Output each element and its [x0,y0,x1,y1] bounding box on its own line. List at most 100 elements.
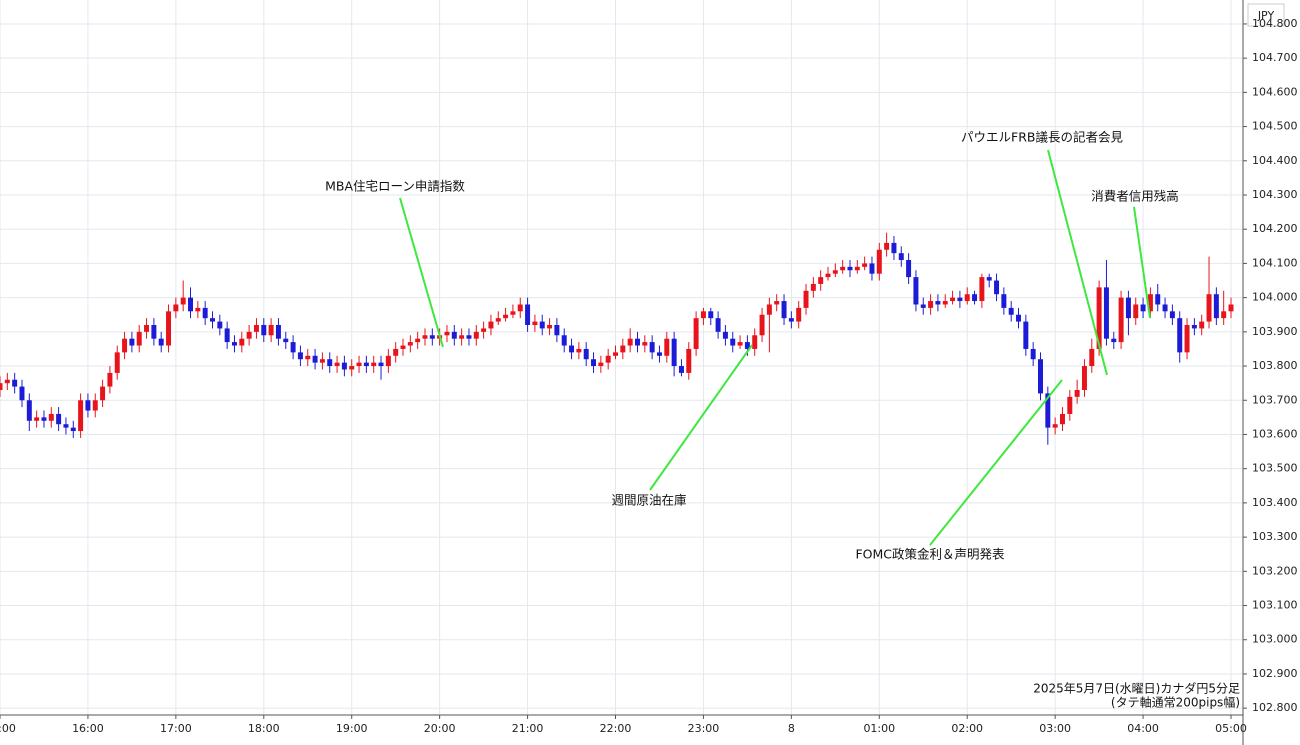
candle-body [525,304,531,325]
candle-body [319,359,325,363]
candle-body [752,335,758,349]
x-tick-label: 18:00 [248,722,280,735]
y-tick-label: 103.600 [1252,427,1298,440]
price-axis-panel [1243,0,1300,745]
y-tick-label: 103.300 [1252,530,1298,543]
x-tick-label: 17:00 [160,722,192,735]
y-axis-label: JPY [1257,9,1275,22]
candle-body [173,304,179,312]
candle-body [1103,287,1109,339]
candle-body [678,366,684,373]
candle-body [832,270,838,274]
candle-body [473,331,479,339]
candle-body [693,318,699,349]
candle-body [569,345,575,353]
candle-body [341,362,347,370]
x-tick-label: 04:00 [1127,722,1159,735]
candle-body [766,304,772,315]
candle-body [1089,348,1095,367]
candle-body [312,355,318,363]
candle-body [627,338,633,346]
candle-body [920,304,926,308]
candle-body [217,321,223,329]
candle-body [231,342,237,346]
caption: (タテ軸通常200pips幅) [1111,695,1240,710]
candle-body [297,352,303,360]
candle-body [818,277,824,284]
candle-body [1030,348,1036,360]
y-tick-label: 104.100 [1252,256,1298,269]
candle-body [415,338,421,343]
candle-body [56,413,62,425]
candle-body [1155,294,1161,305]
candle-body [481,328,487,332]
candle-body [195,307,201,312]
candle-body [554,325,560,336]
annotation: 消費者信用残高 [1091,189,1179,204]
candle-body [1118,297,1124,343]
candle-body [41,417,47,421]
y-tick-label: 103.800 [1252,359,1298,372]
candle-body [407,342,413,346]
x-tick-label: 20:00 [424,722,456,735]
x-tick-label: 01:00 [863,722,895,735]
candle-body [26,400,32,421]
candle-body [1228,304,1234,312]
candle-body [708,311,714,319]
caption: 2025年5月7日(水曜日)カナダ円5分足 [1033,681,1240,696]
y-tick-label: 104.200 [1252,222,1298,235]
y-tick-label: 102.900 [1252,667,1298,680]
candle-body [591,359,597,367]
candle-body [810,283,816,291]
candle-body [656,352,662,356]
candle-body [730,338,736,346]
candle-body [158,338,164,346]
annotation-line [1133,206,1151,319]
candle-body [620,345,626,353]
candle-body [898,253,904,260]
candle-body [869,263,875,274]
candle-body [576,348,582,353]
candle-body [1067,396,1073,414]
candle-body [1140,304,1146,312]
candle-body [202,307,208,319]
candle-body [613,352,618,356]
candle-body [78,400,84,432]
candle-body [290,342,296,353]
candle-body [363,362,369,367]
y-tick-label: 104.300 [1252,188,1298,201]
y-tick-label: 104.800 [1252,17,1298,30]
candle-body [796,307,802,322]
annotation-line [1047,149,1108,376]
candle-body [1206,294,1212,322]
candle-body [422,335,428,339]
candle-body [114,352,120,373]
candle-body [825,273,831,278]
y-tick-label: 104.600 [1252,85,1298,98]
candle-body [1162,304,1168,312]
candle-body [1096,287,1102,349]
candle-body [1111,338,1117,343]
candle-body [429,335,435,339]
annotation: パウエルFRB議長の記者会見 [961,130,1123,145]
candle-body [935,301,941,305]
y-tick-label: 102.800 [1252,701,1298,714]
y-tick-label: 104.700 [1252,51,1298,64]
candle-body [686,348,692,373]
candle-body [942,301,948,305]
candle-body [356,362,362,367]
annotation-line [649,344,753,491]
candle-body [224,328,230,343]
candle-body [400,345,406,349]
candle-body [605,355,611,363]
candle-body [774,301,780,305]
candle-body [972,294,978,302]
candle-body [1169,311,1175,319]
annotation-line [399,197,444,348]
candle-body [0,383,3,390]
candle-body [151,325,157,339]
candle-body [48,413,54,421]
candle-body [85,400,91,411]
